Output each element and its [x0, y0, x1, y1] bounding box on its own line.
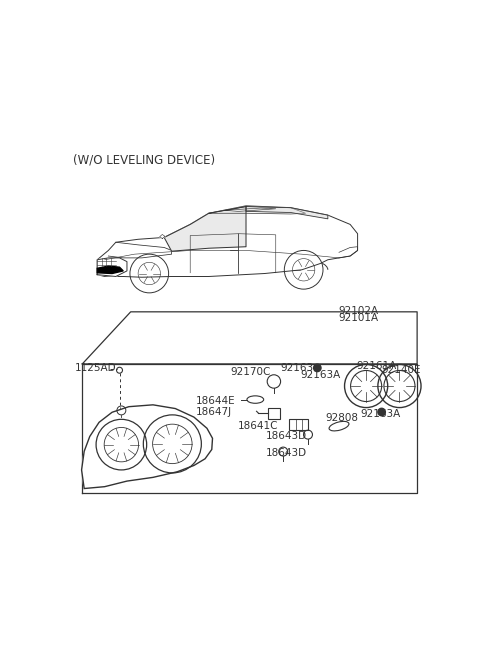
Polygon shape	[82, 405, 213, 488]
Text: 18644E: 18644E	[196, 395, 235, 406]
Polygon shape	[246, 207, 328, 219]
Bar	[289, 419, 308, 430]
Text: 18647J: 18647J	[196, 407, 232, 417]
Text: 92163A: 92163A	[300, 370, 340, 380]
Text: 92102A: 92102A	[338, 306, 378, 316]
Text: 92140E: 92140E	[382, 365, 421, 375]
Text: 18643D: 18643D	[265, 448, 307, 458]
Polygon shape	[97, 258, 127, 276]
Polygon shape	[97, 206, 358, 277]
Circle shape	[313, 364, 321, 372]
Text: 92170C: 92170C	[230, 367, 271, 377]
Text: 92808: 92808	[326, 413, 359, 423]
Text: 92163A: 92163A	[360, 409, 401, 419]
Text: 92161A: 92161A	[356, 361, 396, 370]
Text: 92163: 92163	[280, 363, 313, 373]
Text: 18641C: 18641C	[238, 420, 279, 430]
Polygon shape	[97, 266, 123, 274]
Text: 92101A: 92101A	[338, 313, 378, 322]
Polygon shape	[160, 234, 165, 239]
Bar	[268, 407, 280, 418]
Text: (W/O LEVELING DEVICE): (W/O LEVELING DEVICE)	[73, 154, 215, 166]
Polygon shape	[164, 207, 246, 251]
Text: 18643D: 18643D	[265, 431, 307, 441]
Text: 1125AD: 1125AD	[75, 363, 117, 372]
Circle shape	[378, 408, 385, 416]
